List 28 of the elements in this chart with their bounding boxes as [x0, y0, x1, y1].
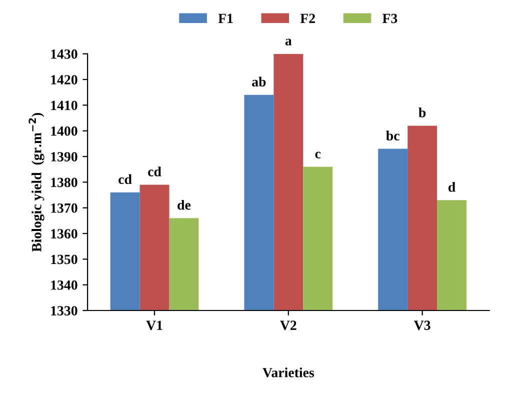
y-tick-label: 1410: [51, 100, 78, 110]
y-tick-label: 1390: [51, 152, 78, 162]
y-tick-label: 1420: [51, 75, 78, 84]
y-tick-label: 1350: [51, 254, 78, 264]
x-tick-label: V1: [146, 320, 162, 330]
data-label: de: [178, 200, 191, 210]
y-tick-label: 1430: [51, 49, 78, 59]
y-tick-label: 1330: [51, 306, 78, 316]
data-label: cd: [118, 174, 132, 184]
legend-label: F2: [300, 14, 315, 23]
x-axis-title: Varieties: [262, 368, 314, 378]
data-label: c: [315, 152, 321, 158]
data-label: ab: [252, 76, 266, 87]
x-tick-label: V2: [280, 320, 296, 330]
y-tick-label: 1360: [51, 229, 78, 238]
data-label: bc: [386, 130, 400, 140]
y-axis-title: Biologic yield (gr.m$^{−2}$): [28, 113, 44, 252]
y-tick-label: 1340: [51, 280, 78, 290]
data-label: b: [418, 108, 426, 118]
legend-label: F3: [382, 14, 398, 24]
data-label: d: [448, 182, 456, 192]
data-label: a: [285, 38, 292, 46]
y-tick-label: 1370: [51, 203, 78, 213]
x-tick-label: V3: [414, 320, 430, 330]
legend-label: F1: [218, 14, 233, 23]
data-label: cd: [148, 166, 162, 176]
y-tick-label: 1400: [51, 126, 78, 136]
y-tick-label: 1380: [51, 178, 78, 188]
